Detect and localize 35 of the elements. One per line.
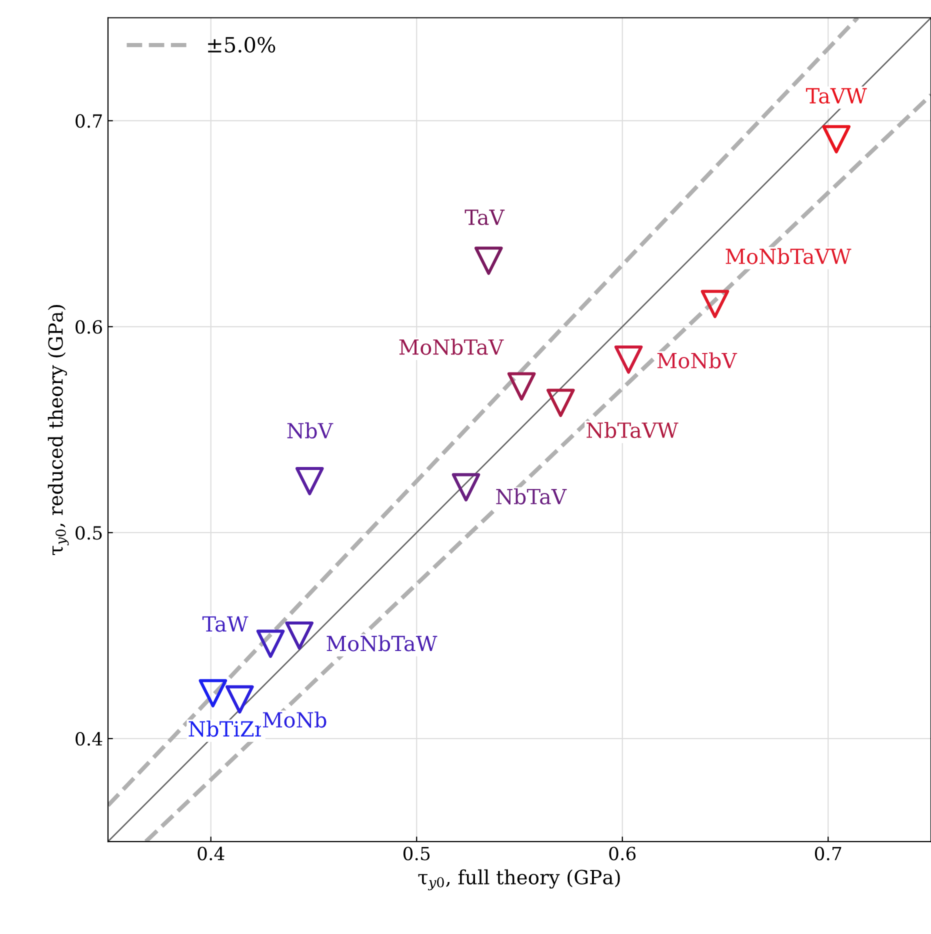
annotation: MoNb (262, 712, 326, 728)
annotation: NbTiZr (188, 720, 264, 737)
annotation: MoNbV (657, 352, 738, 368)
y-tick-label: 0.6 (76, 320, 102, 334)
annotation: TaW (202, 616, 248, 632)
x-tick-label: 0.5 (403, 846, 430, 860)
x-tick-label: 0.7 (814, 846, 842, 860)
point (452, 473, 480, 502)
x-tick-label: 0.4 (198, 846, 224, 860)
point (474, 246, 503, 275)
x-axis-title: τ$_{y0}$, full theory (GPa) (418, 869, 620, 890)
point (198, 679, 228, 708)
annotation: MoNbTaW (326, 635, 438, 652)
annotation: NbV (287, 422, 334, 439)
legend-label: ±5.0% (208, 36, 276, 53)
point (700, 290, 730, 318)
y-tick-label: 0.7 (76, 114, 102, 128)
point (546, 388, 575, 418)
annotation: TaV (464, 210, 505, 226)
y-tick-label: 0.5 (76, 526, 102, 540)
annotation: MoNbTaV (399, 338, 504, 355)
point (614, 345, 643, 374)
y-tick-label: 0.4 (76, 732, 102, 746)
y-axis-title: τ$_{y0}$, reduced theory (GPa) (48, 305, 69, 556)
point (295, 466, 324, 496)
point (822, 125, 850, 154)
point (285, 621, 314, 650)
annotation: NbTaV (496, 488, 567, 504)
annotation: MoNbTaVW (726, 248, 852, 264)
point (256, 630, 285, 658)
annotation: NbTaVW (586, 422, 678, 438)
point (226, 685, 254, 714)
x-tick-label: 0.6 (609, 846, 636, 860)
point (507, 372, 536, 401)
annotation: TaVW (806, 88, 867, 104)
